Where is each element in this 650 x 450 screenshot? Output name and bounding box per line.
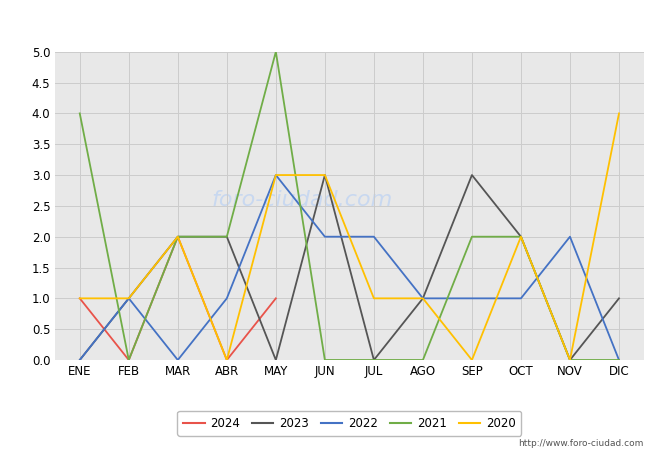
- Text: foro-ciudad.com: foro-ciudad.com: [212, 190, 393, 210]
- Text: http://www.foro-ciudad.com: http://www.foro-ciudad.com: [518, 439, 644, 448]
- Legend: 2024, 2023, 2022, 2021, 2020: 2024, 2023, 2022, 2021, 2020: [177, 411, 521, 436]
- Text: Matriculaciones de Vehiculos en Sotresgudo: Matriculaciones de Vehiculos en Sotresgu…: [142, 14, 508, 33]
